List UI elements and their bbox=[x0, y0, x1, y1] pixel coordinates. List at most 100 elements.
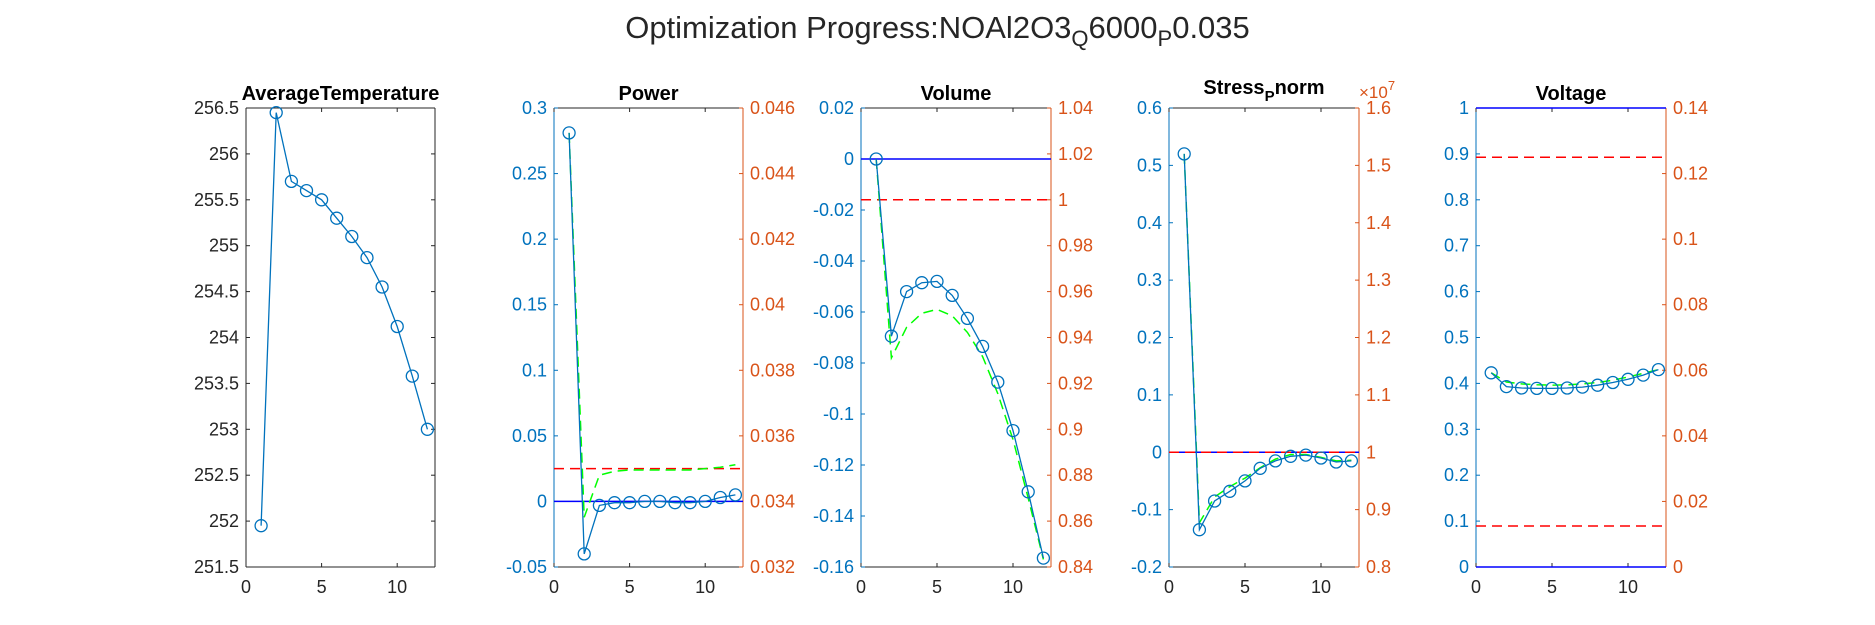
data-point bbox=[991, 375, 1005, 389]
data-point bbox=[1177, 147, 1191, 161]
x-tick-label: 10 bbox=[1311, 577, 1331, 597]
data-point bbox=[360, 250, 374, 265]
right-y-tick-label: 1.04 bbox=[1058, 98, 1093, 118]
right-y-tick-label: 0.8 bbox=[1366, 557, 1391, 577]
x-tick-label: 5 bbox=[317, 577, 327, 597]
left-y-tick-label: 0.05 bbox=[512, 426, 547, 446]
right-y-tick-label: 0.12 bbox=[1673, 164, 1708, 184]
left-y-tick-label: 251.5 bbox=[194, 557, 239, 577]
data-point bbox=[622, 496, 637, 510]
left-y-tick-label: 254.5 bbox=[194, 282, 239, 302]
left-y-tick-label: 0.6 bbox=[1137, 98, 1162, 118]
x-tick-label: 0 bbox=[1164, 577, 1174, 597]
right-y-tick-label: 0.94 bbox=[1058, 328, 1093, 348]
data-point bbox=[375, 280, 389, 294]
right-y-tick-label: 0.042 bbox=[750, 229, 795, 249]
data-point bbox=[1021, 485, 1035, 499]
data-point bbox=[1344, 454, 1359, 468]
data-point bbox=[1192, 523, 1207, 537]
data-point bbox=[1545, 381, 1559, 396]
data-point bbox=[1560, 381, 1574, 395]
left-y-tick-label: 0.8 bbox=[1444, 190, 1469, 210]
data-point bbox=[653, 494, 667, 509]
left-y-tick-label: 0.1 bbox=[1137, 385, 1162, 405]
right-y-tick-label: 0.04 bbox=[1673, 426, 1708, 446]
left-y-tick-label: 0.5 bbox=[1137, 155, 1162, 175]
right-y-tick-label: 0.04 bbox=[750, 295, 785, 315]
data-point bbox=[1238, 474, 1252, 488]
data-point bbox=[1575, 380, 1590, 394]
data-point bbox=[899, 284, 914, 299]
data-point bbox=[254, 519, 268, 533]
data-point bbox=[1590, 378, 1605, 392]
right-y-tick-label: 0.038 bbox=[750, 360, 795, 380]
right-y-tick-label: 0.9 bbox=[1366, 500, 1391, 520]
data-point bbox=[1651, 362, 1666, 377]
data-point bbox=[592, 498, 607, 513]
approximation-line bbox=[1183, 153, 1352, 526]
data-point bbox=[668, 496, 682, 510]
data-point bbox=[562, 126, 576, 140]
left-y-tick-label: -0.04 bbox=[813, 251, 854, 271]
data-point bbox=[1207, 494, 1222, 508]
data-point bbox=[713, 490, 727, 505]
panel-title: Volume bbox=[921, 83, 992, 105]
left-y-tick-label: 256.5 bbox=[194, 98, 239, 118]
left-y-tick-label: -0.05 bbox=[506, 557, 547, 577]
data-point bbox=[930, 274, 944, 289]
left-y-tick-label: -0.1 bbox=[1131, 500, 1162, 520]
left-y-tick-label: 256 bbox=[209, 144, 239, 164]
left-y-tick-label: 0.2 bbox=[1444, 465, 1469, 485]
data-point bbox=[1283, 449, 1298, 463]
panel-title: Power bbox=[618, 83, 678, 105]
data-point bbox=[698, 494, 712, 509]
x-tick-label: 10 bbox=[695, 577, 715, 597]
data-point bbox=[1499, 379, 1514, 394]
data-point bbox=[1268, 454, 1283, 468]
left-y-tick-label: 0.3 bbox=[1137, 270, 1162, 290]
data-point bbox=[1621, 372, 1635, 386]
right-y-tick-label: 0.92 bbox=[1058, 373, 1093, 393]
data-point bbox=[1606, 375, 1620, 390]
chart-panel: 0 5 10 251.5 252 252.5 253 253.5 254 254.5 255 255.… bbox=[194, 83, 439, 597]
right-y-tick-label: 1.6 bbox=[1366, 98, 1391, 118]
data-point bbox=[1636, 368, 1650, 382]
left-y-tick-label: 0 bbox=[1459, 557, 1469, 577]
x-tick-label: 0 bbox=[549, 577, 559, 597]
data-point bbox=[1484, 366, 1498, 380]
data-point bbox=[638, 494, 652, 509]
right-y-tick-label: 1 bbox=[1366, 442, 1376, 462]
data-point bbox=[728, 488, 743, 502]
data-point bbox=[345, 229, 359, 244]
figure-title-q-value: 6000 bbox=[1088, 10, 1158, 45]
right-y-tick-label: 1.5 bbox=[1366, 155, 1391, 175]
data-point bbox=[405, 369, 419, 383]
x-tick-label: 0 bbox=[1471, 577, 1481, 597]
data-point bbox=[607, 496, 622, 510]
x-tick-label: 10 bbox=[387, 577, 407, 597]
right-y-tick-label: 0.032 bbox=[750, 557, 795, 577]
right-y-tick-label: 0.036 bbox=[750, 426, 795, 446]
left-y-tick-label: 0 bbox=[1152, 442, 1162, 462]
right-y-tick-label: 0.1 bbox=[1673, 229, 1698, 249]
approximation-line bbox=[875, 158, 1045, 560]
data-point bbox=[945, 288, 959, 303]
left-y-tick-label: 0 bbox=[844, 149, 854, 169]
right-y-tick-label: 1.2 bbox=[1366, 328, 1391, 348]
right-axis-exponent: ×107 bbox=[1359, 78, 1395, 102]
left-y-tick-label: -0.14 bbox=[813, 506, 854, 526]
left-y-tick-label: 0.1 bbox=[522, 360, 547, 380]
data-point bbox=[1006, 423, 1020, 438]
left-y-tick-label: 254 bbox=[209, 328, 239, 348]
chart-panel: 0 5 10-0.16-0.14-0.12-0.1-0.08-0.06-0.04-0… bbox=[813, 83, 1093, 597]
left-y-tick-label: 0.1 bbox=[1444, 511, 1469, 531]
left-y-tick-label: 0 bbox=[537, 491, 547, 511]
data-point bbox=[314, 193, 329, 207]
data-point bbox=[1223, 484, 1237, 498]
left-y-tick-label: 0.25 bbox=[512, 164, 547, 184]
x-tick-label: 5 bbox=[1547, 577, 1557, 597]
right-y-tick-label: 0.02 bbox=[1673, 491, 1708, 511]
left-y-tick-label: -0.08 bbox=[813, 353, 854, 373]
data-point bbox=[1530, 381, 1544, 396]
left-y-tick-label: -0.2 bbox=[1131, 557, 1162, 577]
